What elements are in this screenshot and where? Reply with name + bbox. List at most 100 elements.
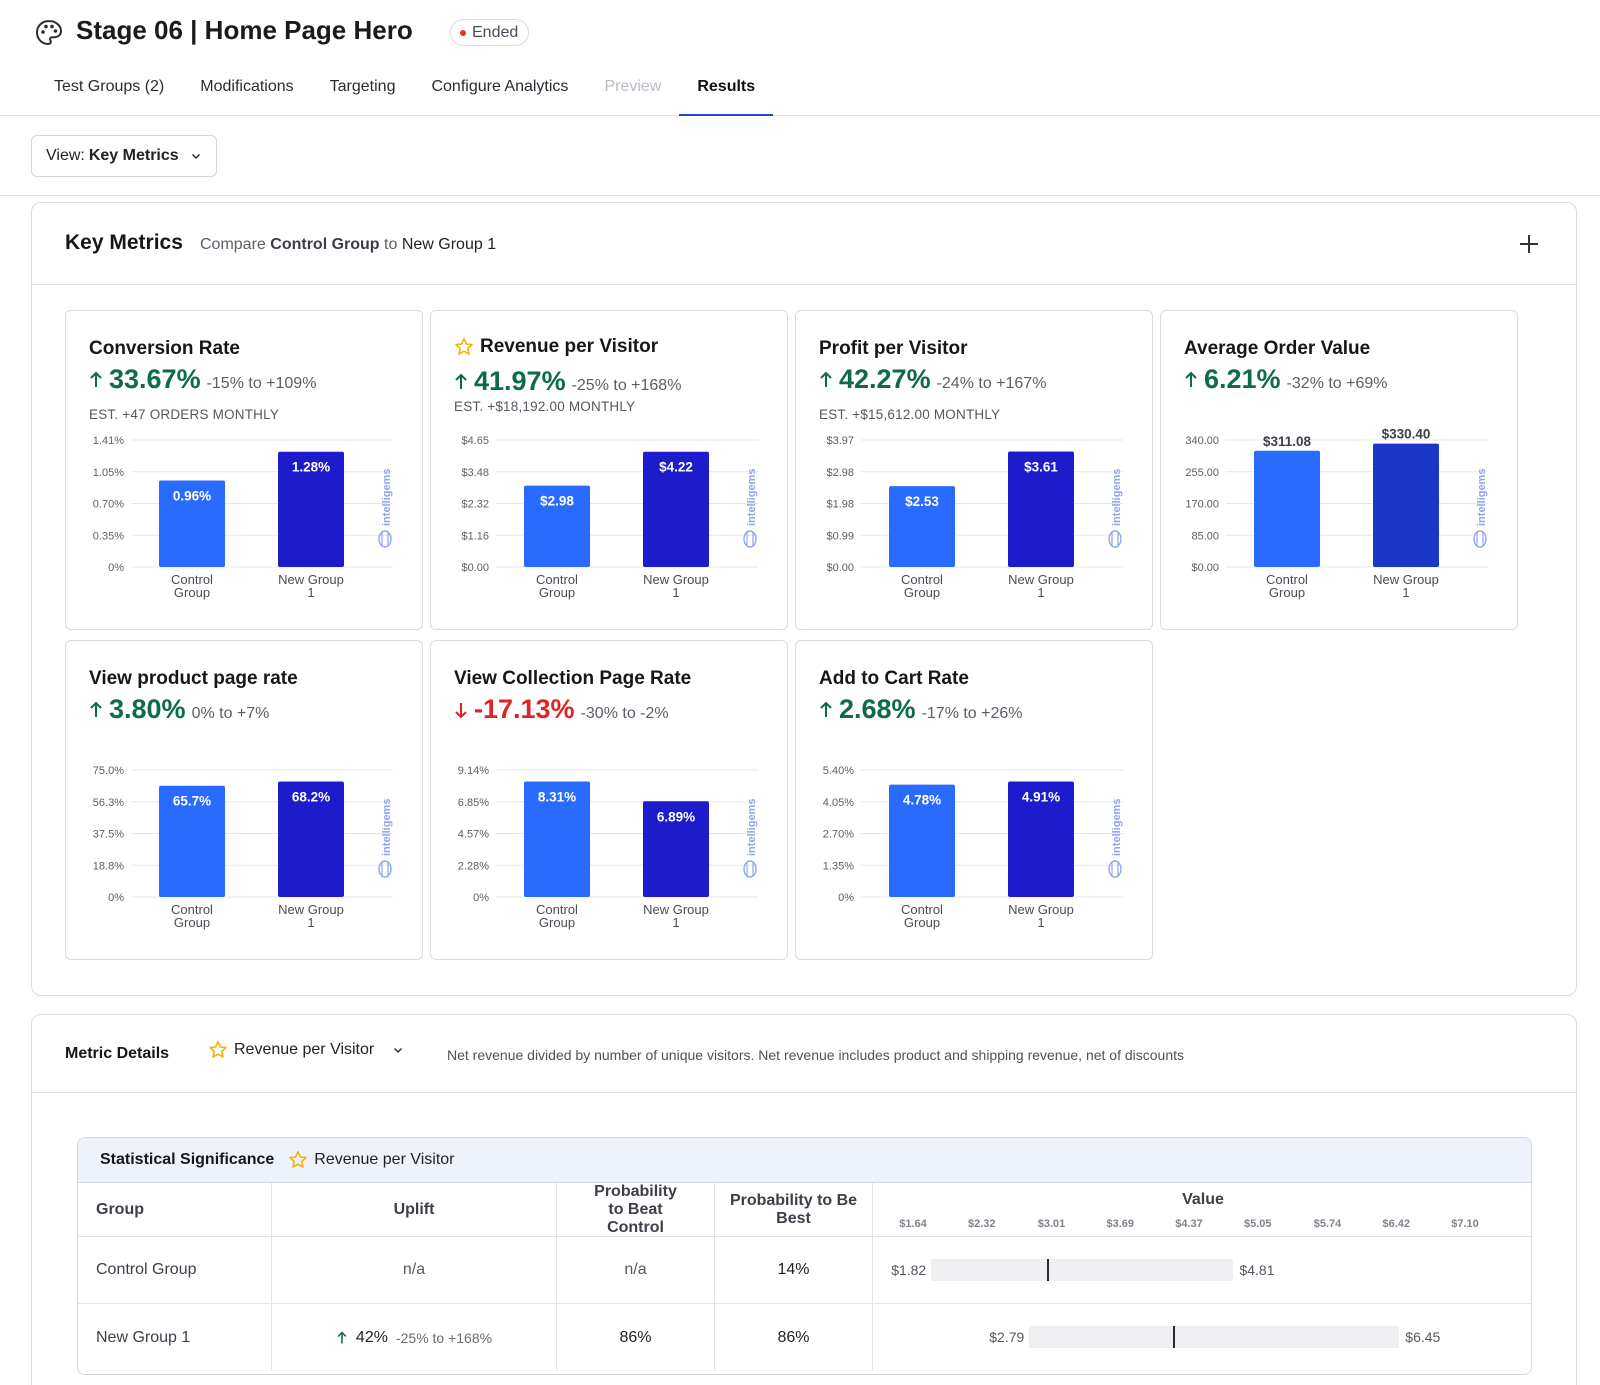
tab-configure-analytics[interactable]: Configure Analytics — [431, 78, 569, 95]
arrow-up-icon — [820, 371, 832, 387]
y-tick-label: 0% — [108, 562, 124, 574]
metric-card-title: Conversion Rate — [89, 338, 240, 360]
y-tick-label: 0.70% — [93, 499, 124, 511]
svg-text:intelligems: intelligems — [1111, 469, 1123, 526]
uplift-cell: n/a — [272, 1237, 557, 1303]
bar-control-group[interactable] — [524, 485, 590, 567]
metric-card[interactable]: View product page rate 3.80% 0% to +7% 0% 18… — [65, 640, 423, 960]
x-category-label: New Group 1 — [1008, 902, 1074, 930]
value-axis-tick: $7.10 — [1451, 1218, 1479, 1230]
bar-control-group[interactable] — [159, 480, 225, 567]
arrow-up-icon — [90, 701, 102, 717]
intelligems-logo: intelligems — [378, 469, 393, 548]
metric-card[interactable]: Average Order Value 6.21% -32% to +69% $0.0… — [1160, 310, 1518, 630]
y-tick-label: $3.97 — [826, 435, 854, 447]
bar-value-label: 4.78% — [903, 793, 941, 808]
tab-test-groups[interactable]: Test Groups (2) — [54, 78, 165, 95]
tab-targeting[interactable]: Targeting — [329, 78, 396, 95]
table-row: New Group 1 42% -25% to +168% 86% 86% $2.79 $6… — [78, 1304, 1531, 1371]
bar-new-group-1[interactable] — [278, 781, 344, 897]
intelligems-logo: intelligems — [743, 469, 758, 548]
bar-new-group-1[interactable] — [643, 451, 709, 567]
y-tick-label: 5.40% — [823, 765, 854, 777]
metric-card[interactable]: Revenue per Visitor 41.97% -25% to +168% ES… — [430, 310, 788, 630]
add-metric-button[interactable] — [1516, 231, 1542, 257]
table-row: Control Group n/a n/a 14% $1.82 $4.81 — [78, 1237, 1531, 1304]
bar-control-group[interactable] — [889, 486, 955, 567]
star-icon — [289, 1151, 308, 1168]
bar-value-label: 8.31% — [538, 790, 576, 805]
beat-control-cell: n/a — [557, 1237, 715, 1303]
y-tick-label: 4.05% — [823, 797, 854, 809]
bar-chart: $0.00 85.00 170.00 255.00 340.00 $311.08 Contr… — [1185, 427, 1488, 600]
intelligems-logo: intelligems — [1473, 469, 1488, 548]
bar-new-group-1[interactable] — [1008, 781, 1074, 897]
svg-text:intelligems: intelligems — [381, 799, 393, 856]
metric-card-title: Add to Cart Rate — [819, 668, 969, 690]
y-tick-label: 4.57% — [458, 829, 489, 841]
value-axis-tick: $3.01 — [1037, 1218, 1066, 1230]
bar-new-group-1[interactable] — [278, 451, 344, 567]
confidence-interval-bar — [931, 1259, 1234, 1281]
significance-title: Statistical Significance — [100, 1151, 275, 1168]
svg-text:intelligems: intelligems — [746, 469, 758, 526]
uplift-value: 42% — [355, 1328, 388, 1346]
intelligems-logo: intelligems — [378, 799, 393, 878]
bar-new-group-1[interactable] — [643, 801, 709, 897]
y-tick-label: 18.8% — [93, 860, 124, 872]
table-header-row: Group Uplift Probability to Beat Control… — [78, 1183, 1531, 1237]
metric-card-title: Profit per Visitor — [819, 338, 968, 360]
significance-header: Statistical Significance Revenue per Vis… — [78, 1138, 1531, 1183]
y-tick-label: $1.16 — [461, 530, 489, 542]
key-metrics-header: Key Metrics Compare Control Group to New… — [32, 203, 1576, 285]
uplift-range: -24% to +167% — [936, 375, 1047, 392]
arrow-up-icon — [1185, 371, 1197, 387]
bar-control-group[interactable] — [524, 781, 590, 897]
compare-prefix: Compare — [200, 236, 266, 253]
column-header-value: Value $1.64 $2.32 $3.01 $3.69 $4.37 $5.05 $5.7… — [873, 1183, 1531, 1236]
y-tick-label: 37.5% — [93, 829, 124, 841]
arrow-up-icon — [90, 371, 102, 387]
metric-card[interactable]: Conversion Rate 33.67% -15% to +109% EST. +… — [65, 310, 423, 630]
metric-select-value: Revenue per Visitor — [234, 1041, 375, 1058]
view-select[interactable]: View: Key Metrics — [31, 135, 217, 177]
y-tick-label: 1.35% — [823, 860, 854, 872]
y-tick-label: $0.00 — [1191, 562, 1219, 574]
value-range-cell: $1.82 $4.81 — [873, 1237, 1531, 1303]
tab-modifications[interactable]: Modifications — [200, 78, 294, 95]
bar-control-group[interactable] — [1254, 450, 1320, 567]
arrow-up-icon — [455, 373, 467, 389]
mean-marker — [1047, 1259, 1050, 1281]
bar-control-group[interactable] — [889, 784, 955, 897]
bar-value-label: 65.7% — [173, 794, 211, 809]
y-tick-label: 1.05% — [93, 467, 124, 479]
y-tick-label: $2.32 — [461, 499, 489, 511]
y-tick-label: $0.00 — [826, 562, 854, 574]
interval-high-label: $4.81 — [1239, 1262, 1275, 1278]
x-category-label: New Group 1 — [1008, 572, 1074, 600]
arrow-up-icon — [337, 1330, 347, 1343]
group-cell: Control Group — [78, 1237, 272, 1303]
bar-new-group-1[interactable] — [1373, 443, 1439, 567]
y-tick-label: 9.14% — [458, 765, 489, 777]
metric-card[interactable]: Add to Cart Rate 2.68% -17% to +26% 0% 1.35%… — [795, 640, 1153, 960]
arrow-down-icon — [455, 702, 467, 718]
metric-card-title-text: Profit per Visitor — [819, 338, 968, 359]
metric-select[interactable]: Revenue per Visitor — [208, 1040, 404, 1060]
metric-card[interactable]: Profit per Visitor 42.27% -24% to +167% EST… — [795, 310, 1153, 630]
x-category-label: Control Group — [901, 902, 943, 930]
bar-control-group[interactable] — [159, 785, 225, 897]
bar-new-group-1[interactable] — [1008, 451, 1074, 567]
star-icon — [455, 338, 473, 355]
metric-details-panel: Metric Details Revenue per Visitor Net r… — [31, 1014, 1577, 1385]
y-tick-label: 0% — [473, 892, 489, 904]
palette-icon — [35, 19, 63, 46]
metric-card[interactable]: View Collection Page Rate -17.13% -30% to … — [430, 640, 788, 960]
bar-value-label: $2.98 — [540, 494, 574, 509]
y-tick-label: $2.98 — [826, 467, 854, 479]
metric-details-header: Metric Details Revenue per Visitor Net r… — [32, 1015, 1576, 1093]
x-category-label: Control Group — [171, 902, 213, 930]
tab-results[interactable]: Results — [679, 70, 774, 116]
uplift-range: -25% to +168% — [571, 377, 682, 394]
chevron-down-icon — [394, 1047, 403, 1054]
